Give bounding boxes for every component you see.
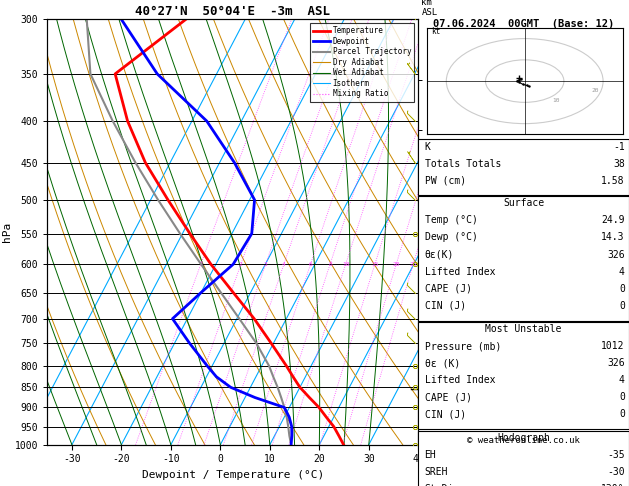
Text: 6: 6	[309, 262, 313, 267]
Text: K: K	[425, 142, 430, 152]
Text: Mixing Ratio (g/kg): Mixing Ratio (g/kg)	[448, 185, 457, 279]
Text: Surface: Surface	[503, 198, 544, 208]
Text: 8: 8	[328, 262, 332, 267]
Text: 24.9: 24.9	[601, 215, 625, 226]
Text: 4: 4	[619, 375, 625, 385]
Text: 20: 20	[392, 262, 400, 267]
Text: 10: 10	[342, 262, 349, 267]
Text: -35: -35	[607, 450, 625, 460]
X-axis label: Dewpoint / Temperature (°C): Dewpoint / Temperature (°C)	[142, 470, 324, 480]
Text: CAPE (J): CAPE (J)	[425, 283, 472, 294]
Text: LCL: LCL	[422, 385, 437, 394]
Text: © weatheronline.co.uk: © weatheronline.co.uk	[467, 435, 580, 445]
Text: -30: -30	[607, 467, 625, 477]
Text: Totals Totals: Totals Totals	[425, 159, 501, 169]
Text: Lifted Index: Lifted Index	[425, 375, 495, 385]
Text: 1: 1	[199, 262, 203, 267]
Text: 1.58: 1.58	[601, 176, 625, 186]
Text: 130°: 130°	[601, 484, 625, 486]
Text: 0: 0	[619, 283, 625, 294]
Text: 3: 3	[264, 262, 267, 267]
Text: 25: 25	[409, 262, 417, 267]
Text: EH: EH	[425, 450, 437, 460]
Text: StmDir: StmDir	[425, 484, 460, 486]
Text: CIN (J): CIN (J)	[425, 300, 465, 311]
Y-axis label: hPa: hPa	[2, 222, 12, 242]
Text: PW (cm): PW (cm)	[425, 176, 465, 186]
Text: 0: 0	[619, 409, 625, 419]
Text: 0: 0	[619, 300, 625, 311]
Bar	[418, 431, 629, 486]
Bar	[418, 139, 629, 194]
Text: 4: 4	[282, 262, 286, 267]
Text: 38: 38	[613, 159, 625, 169]
Text: Most Unstable: Most Unstable	[486, 324, 562, 334]
Bar	[418, 196, 629, 321]
Text: 326: 326	[607, 249, 625, 260]
Text: SREH: SREH	[425, 467, 448, 477]
Text: -1: -1	[613, 142, 625, 152]
Text: Temp (°C): Temp (°C)	[425, 215, 477, 226]
Text: 14.3: 14.3	[601, 232, 625, 243]
Text: CAPE (J): CAPE (J)	[425, 392, 472, 402]
Title: 40°27'N  50°04'E  -3m  ASL: 40°27'N 50°04'E -3m ASL	[135, 5, 330, 18]
Text: km
ASL: km ASL	[421, 0, 438, 17]
Text: 1012: 1012	[601, 341, 625, 351]
Legend: Temperature, Dewpoint, Parcel Trajectory, Dry Adiabat, Wet Adiabat, Isotherm, Mi: Temperature, Dewpoint, Parcel Trajectory…	[310, 23, 415, 102]
Text: 07.06.2024  00GMT  (Base: 12): 07.06.2024 00GMT (Base: 12)	[433, 19, 615, 30]
Text: Lifted Index: Lifted Index	[425, 266, 495, 277]
Bar	[418, 322, 629, 430]
Text: θε(K): θε(K)	[425, 249, 454, 260]
Text: Dewp (°C): Dewp (°C)	[425, 232, 477, 243]
Text: 15: 15	[371, 262, 379, 267]
Text: 0: 0	[619, 392, 625, 402]
Text: CIN (J): CIN (J)	[425, 409, 465, 419]
Text: 2: 2	[239, 262, 243, 267]
Text: Hodograph: Hodograph	[497, 433, 550, 443]
Text: Pressure (mb): Pressure (mb)	[425, 341, 501, 351]
Text: 326: 326	[607, 358, 625, 368]
Text: 4: 4	[619, 266, 625, 277]
Text: θε (K): θε (K)	[425, 358, 460, 368]
